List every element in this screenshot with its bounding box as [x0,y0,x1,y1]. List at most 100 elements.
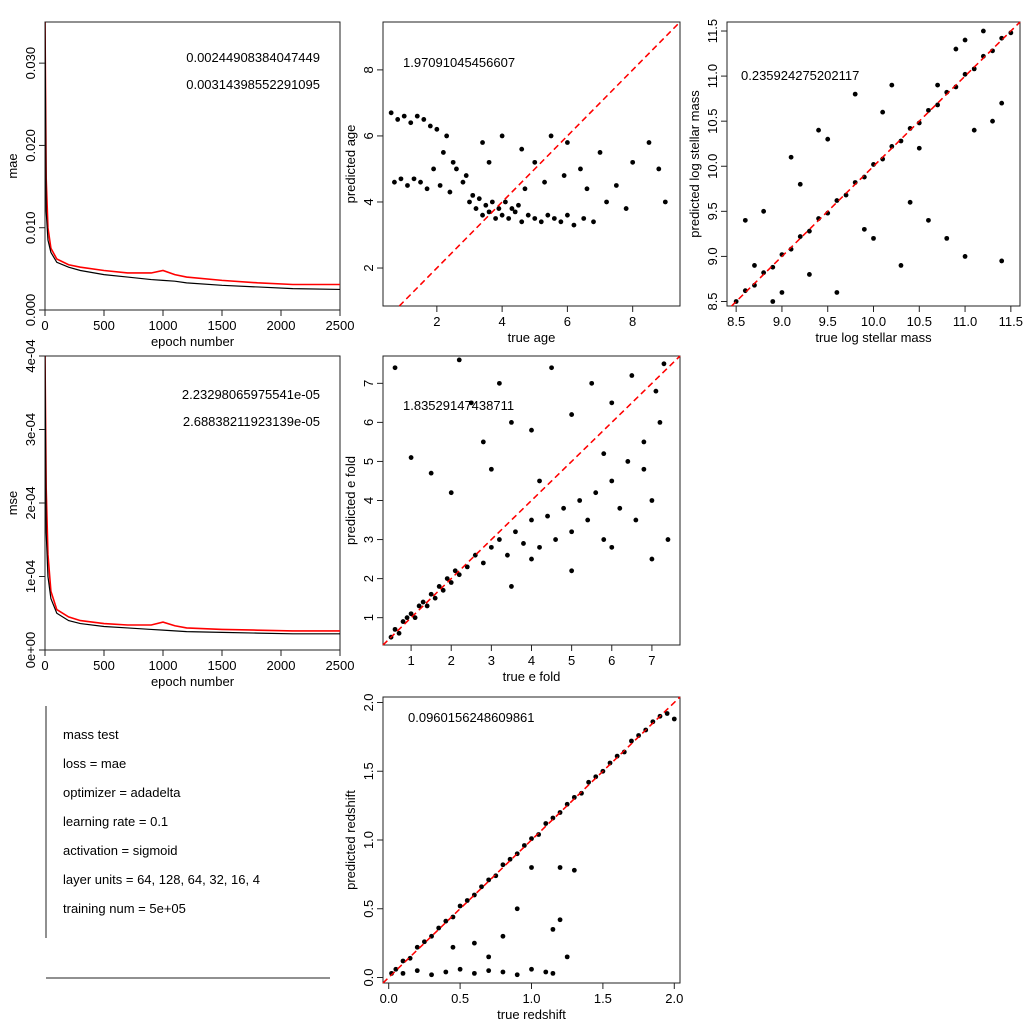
scatter-point [770,299,776,304]
scatter-point [816,127,821,133]
scatter-point [916,145,922,151]
data-layer [388,22,680,306]
annotation-value: 0.235924275202117 [741,68,859,83]
scatter-point [440,587,446,593]
scatter-point [509,206,515,211]
x-tick-label: 1.0 [522,991,540,1006]
y-tick-label: 0.020 [23,129,38,162]
scatter-point [529,865,534,870]
scatter-point [437,183,443,188]
scatter-point [450,944,456,950]
scatter-point [499,133,505,139]
plot-frame [382,21,681,307]
scatter-point [614,753,620,759]
scatter-point [633,517,639,523]
x-tick-label: 500 [93,318,115,333]
y-tick-label: 8.5 [705,292,720,310]
x-tick-label: 1500 [208,658,237,673]
scatter-point [641,466,647,472]
x-tick-label: 5 [568,653,575,668]
scatter-point [807,272,812,277]
series-line-red [45,22,340,286]
scatter-point [553,537,558,542]
scatter-point [521,843,527,848]
scatter-point [416,603,422,609]
scatter-point [434,126,440,132]
scatter-point [507,856,513,862]
x-tick-label: 0 [41,658,48,673]
scatter-point [440,150,446,155]
x-axis-title: epoch number [151,674,235,689]
scatter-point [509,419,514,425]
scatter-point [427,123,433,129]
scatter-point [545,212,551,218]
scatter-point [483,202,489,208]
scatter-point [565,212,570,218]
scatter-point [561,505,567,511]
scatter-point [420,599,426,605]
info-line-6: training num = 5e+05 [63,901,186,916]
scatter-point [564,954,570,960]
x-tick-label: 2000 [267,658,296,673]
scatter-point [629,738,634,744]
scatter-point [953,46,959,52]
scatter-point [532,159,538,165]
scatter-point [505,552,510,558]
scatter-point [990,118,995,124]
scatter-point [609,544,615,550]
scatter-point [548,133,554,139]
scatter-point [935,82,940,88]
y-tick-label: 9.5 [705,202,720,220]
scatter-point [486,954,492,960]
scatter-point [537,478,542,484]
x-tick-label: 7 [648,653,655,668]
scatter-point [656,166,662,172]
x-tick-label: 9.0 [773,314,791,329]
scatter-point [623,206,629,211]
scatter-point [742,217,748,223]
scatter-point [470,192,476,198]
scatter-point [450,914,456,920]
scatter-point [479,884,484,890]
scatter-point [400,958,406,964]
series-line-red [45,356,340,632]
scatter-point [480,212,485,218]
y-tick-label: 6 [361,419,376,426]
scatter-point [488,544,494,550]
scatter-point [414,968,420,974]
x-axis-title: epoch number [151,334,235,349]
scatter-point [450,159,456,165]
y-axis-title: mae [5,153,20,178]
scatter-point [392,179,397,185]
scatter-point [506,216,512,221]
plot-frame [44,21,341,311]
scatter-point [641,439,647,445]
panel-stellar-mass-scatter: 8.5 9.0 9.5 10.0 10.5 11.0 11.5 8.5 9.0 9.5 10.0 10… [687,19,1023,345]
scatter-point [550,926,556,932]
scatter-point [405,183,410,188]
scatter-point [636,733,641,738]
scatter-point [761,270,767,276]
scatter-point [664,711,670,716]
scatter-point [421,117,427,122]
scatter-point [422,939,427,945]
scatter-point [579,790,584,796]
y-tick-label: 2e-04 [23,486,38,519]
panel-info-text: mass test loss = mae optimizer = adadelt… [45,706,330,979]
scatter-point [609,400,615,406]
scatter-point [398,176,404,182]
info-line-3: learning rate = 0.1 [63,814,168,829]
scatter-point [591,219,596,225]
scatter-point [525,212,531,218]
scatter-point [761,208,767,214]
scatter-point [551,216,557,221]
y-tick-label: 11.5 [705,19,720,43]
y-tick-label: 0.010 [23,211,38,244]
x-tick-label: 6 [564,314,571,329]
x-tick-label: 1500 [208,318,237,333]
scatter-point [671,716,677,722]
scatter-point [649,498,655,503]
scatter-point [414,113,420,119]
panel-age-scatter: 2 4 6 8 2 4 6 8 true age predicted age 1.970910454… [343,21,681,345]
scatter-point [408,120,414,126]
